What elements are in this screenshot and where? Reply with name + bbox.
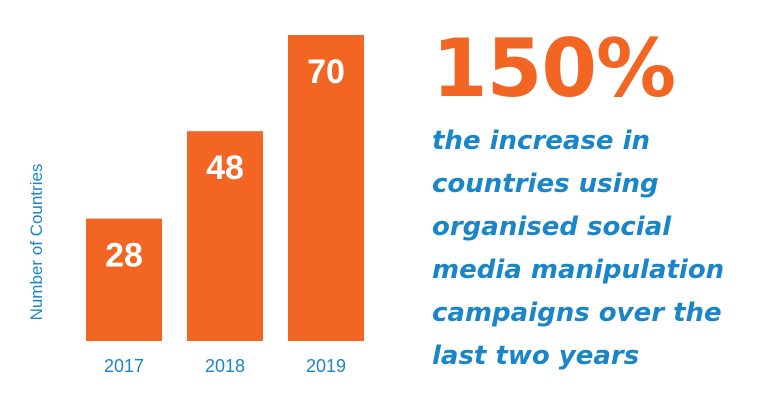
caption-line: last two years: [432, 341, 640, 371]
stat-caption: the increase in countries using organise…: [432, 120, 757, 378]
x-tick-label: 2017: [104, 356, 144, 376]
caption-line: campaigns over the: [432, 298, 722, 328]
bar-value-label: 48: [206, 149, 244, 187]
bar: [187, 131, 263, 341]
bar: [86, 218, 162, 341]
stat-block: 150% the increase in countries using org…: [432, 24, 757, 378]
bar: [288, 35, 364, 341]
bar-chart: Number of Countries 28 2017 48 2018 70 2019: [27, 35, 364, 376]
caption-line: media manipulation: [432, 255, 725, 285]
headline-stat: 150%: [432, 22, 676, 115]
caption-line: organised social: [432, 212, 672, 242]
y-axis-label: Number of Countries: [27, 164, 46, 321]
x-tick-label: 2018: [205, 356, 245, 376]
bar-value-label: 28: [105, 237, 143, 275]
caption-line: the increase in: [432, 126, 651, 156]
caption-line: countries using: [432, 169, 659, 199]
x-tick-label: 2019: [306, 356, 346, 376]
bar-value-label: 70: [307, 53, 345, 91]
